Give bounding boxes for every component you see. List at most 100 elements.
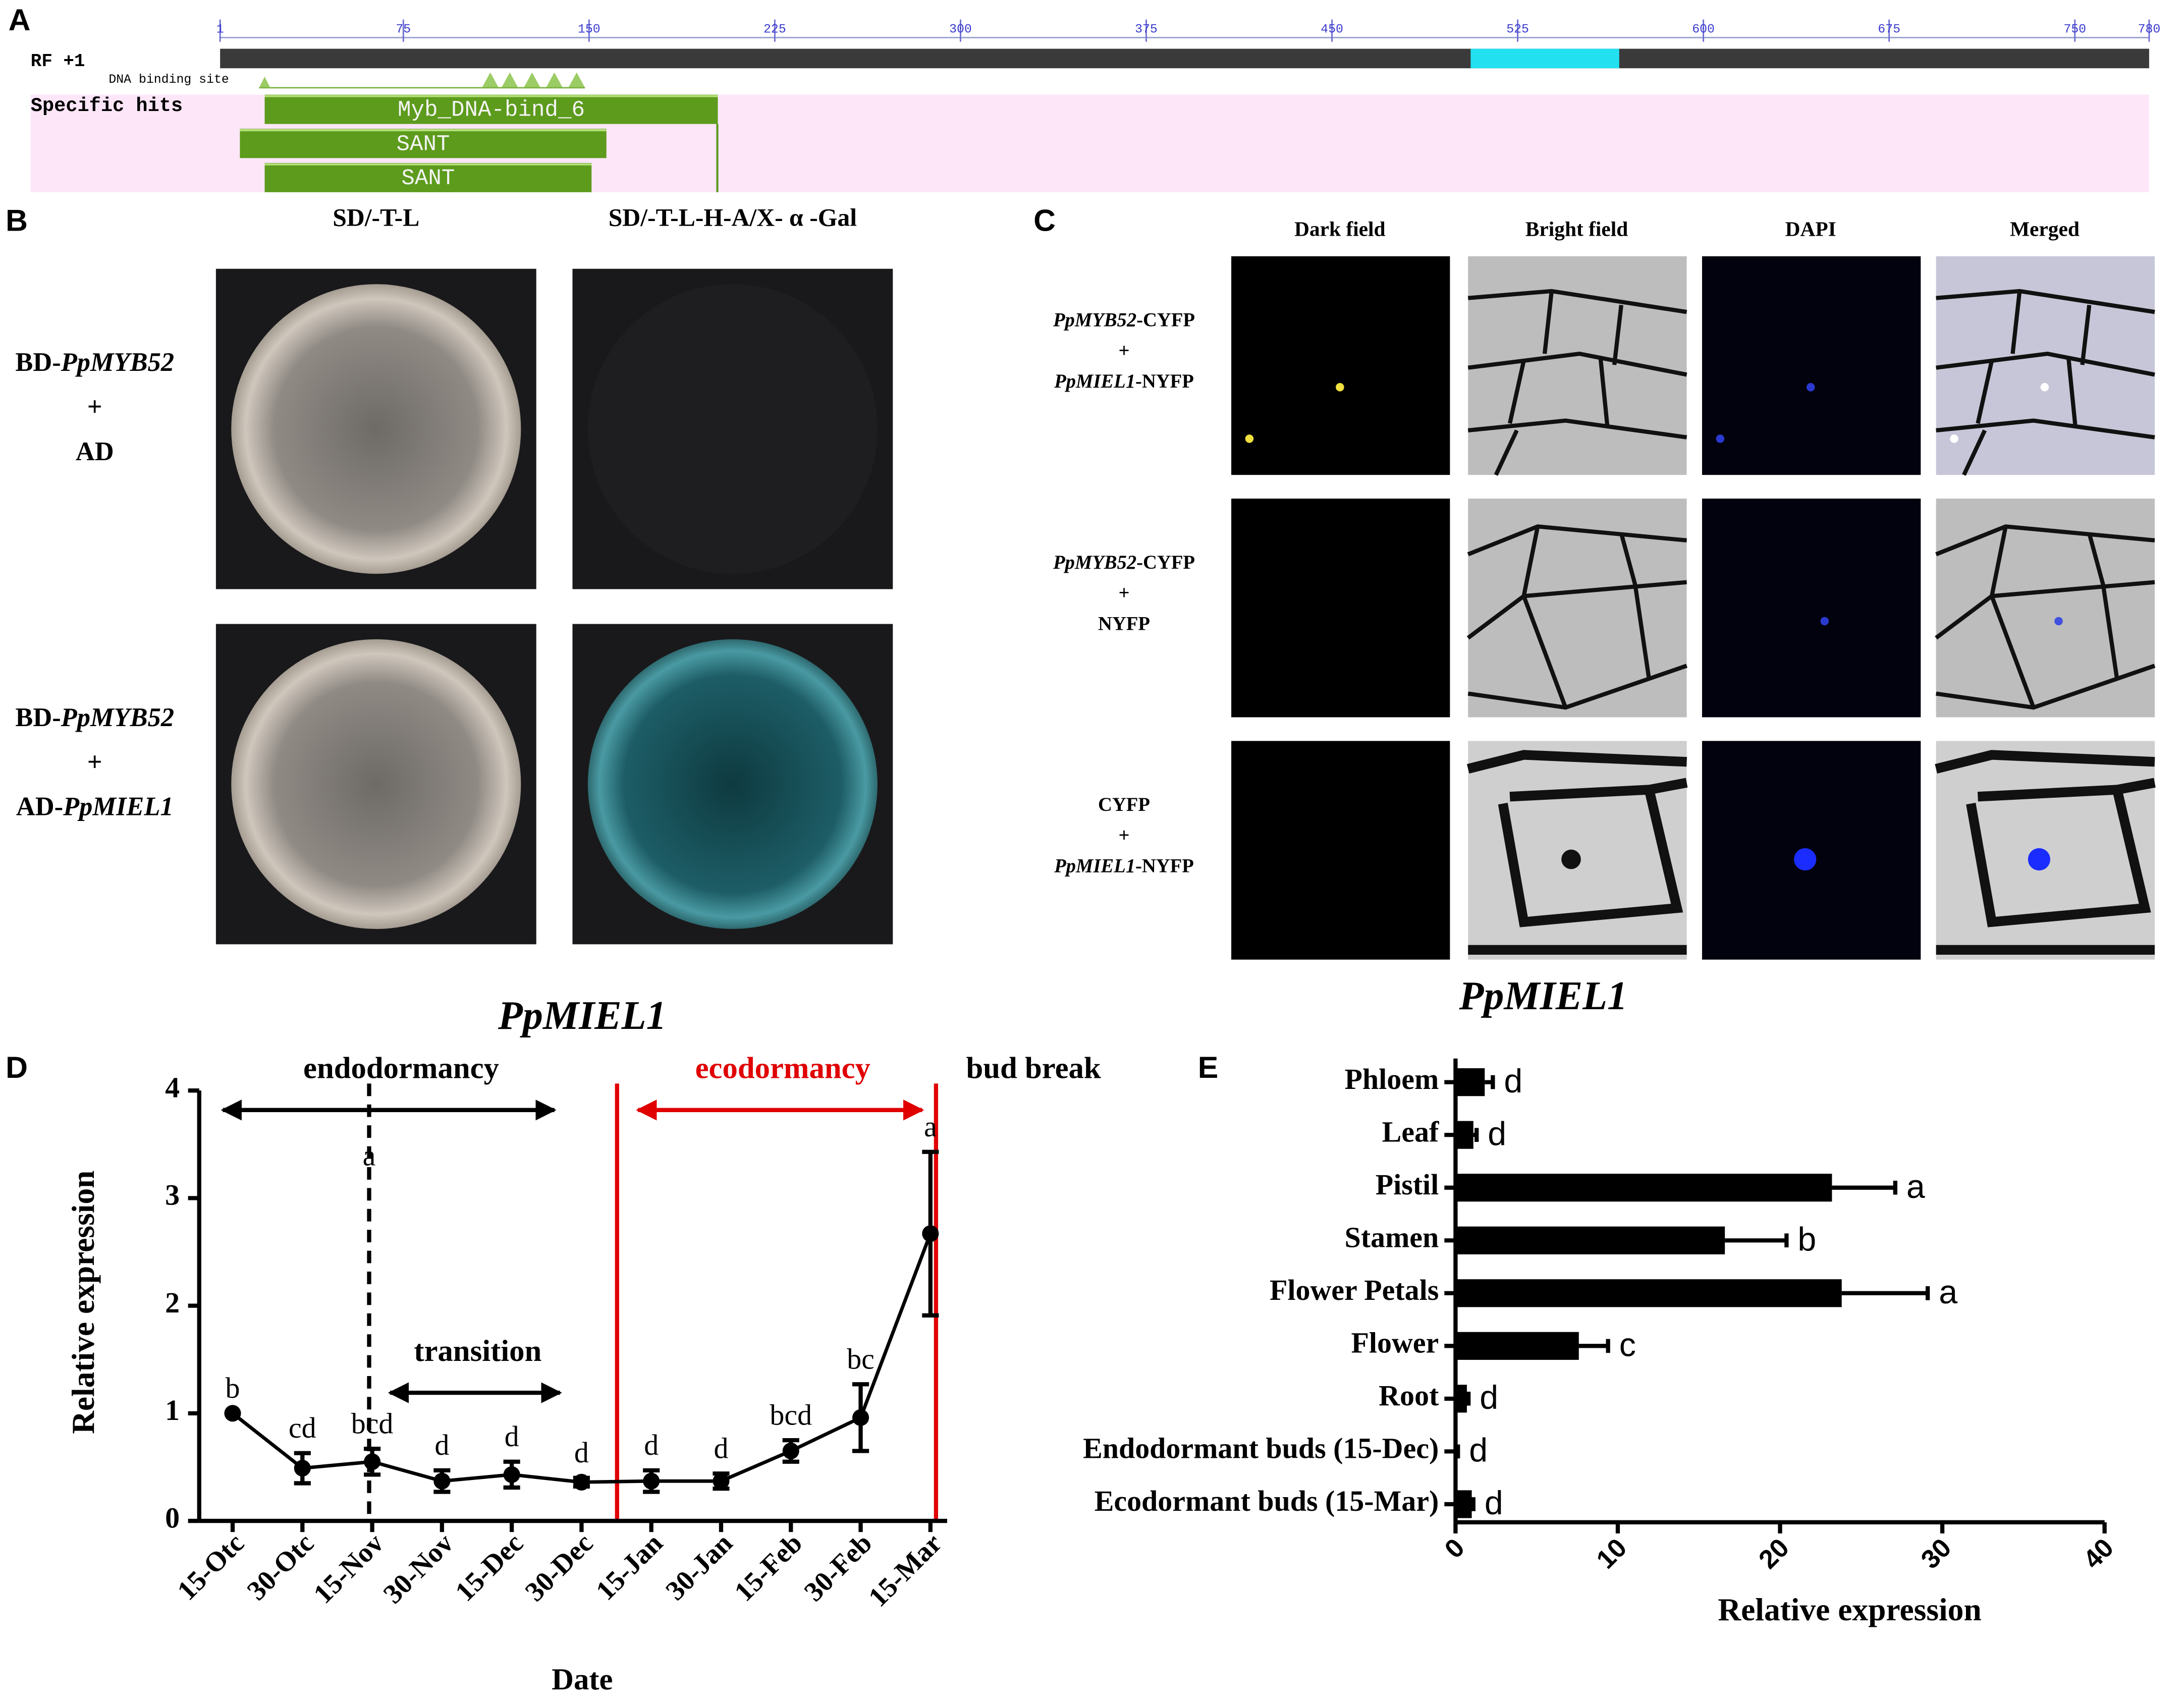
ruler-tick-label: 450 <box>1321 23 1343 37</box>
colony <box>231 639 521 929</box>
data-point <box>643 1472 660 1490</box>
bar <box>1455 1332 1579 1360</box>
significance-letter: b <box>1797 1221 1816 1258</box>
text-segment: BD- <box>15 348 61 377</box>
hit-domain <box>264 162 592 192</box>
ruler-tick-label: 600 <box>1692 23 1715 37</box>
ruler-tick-label: 225 <box>763 23 786 37</box>
significance-letter: b <box>226 1372 240 1404</box>
colony <box>231 284 521 574</box>
significance-letter: d <box>644 1429 659 1461</box>
site-label: DNA binding site <box>108 73 229 87</box>
error-bar <box>1473 1128 1479 1142</box>
data-point <box>433 1472 451 1490</box>
text-segment: PpMYB52 <box>61 348 174 377</box>
text-segment: -CYFP <box>1136 552 1195 573</box>
text-segment: + <box>1118 582 1129 604</box>
x-tick-label: 15-Feb <box>728 1527 808 1607</box>
text-segment: + <box>1118 340 1129 361</box>
dark-field-image <box>1231 499 1450 718</box>
nucleus <box>1336 383 1344 392</box>
data-point <box>782 1442 799 1460</box>
nucleus <box>1561 849 1581 869</box>
y-tick-label: Phloem <box>1345 1063 1439 1095</box>
row-label-line: PpMYB52-CYFP <box>1053 552 1195 573</box>
bar <box>1455 1385 1467 1413</box>
significance-letter: d <box>1488 1115 1506 1153</box>
y-tick-label: Stamen <box>1345 1221 1439 1254</box>
dapi-image <box>1702 499 1921 718</box>
hit-domain <box>264 94 718 124</box>
y-tick-label: Flower Petals <box>1270 1274 1439 1306</box>
significance-letter: c <box>1619 1327 1636 1364</box>
ruler-tick-label: 750 <box>2063 23 2086 37</box>
row-label-line: BD-PpMYB52 <box>15 703 174 732</box>
x-tick-label: 30-Dec <box>519 1527 598 1607</box>
significance-letter: a <box>924 1110 937 1143</box>
error-bar <box>1578 1339 1610 1353</box>
x-tick-label: 15-Dec <box>449 1527 529 1607</box>
x-tick-label: 30 <box>1916 1533 1957 1574</box>
row-label-line: PpMIEL1-NYFP <box>1054 371 1194 392</box>
y-tick-label: Root <box>1379 1379 1439 1412</box>
row-label-line: CYFP <box>1098 794 1150 815</box>
cell-outline <box>1935 524 2156 710</box>
significance-letter: d <box>1469 1432 1488 1469</box>
error-bar <box>1456 1444 1460 1459</box>
column-header: DAPI <box>1785 217 1836 241</box>
cell-outline <box>1466 524 1687 710</box>
text-segment: + <box>87 393 102 422</box>
y-axis-label: Relative expression <box>65 1171 101 1434</box>
significance-letter: d <box>574 1436 589 1469</box>
nucleus <box>1820 617 1829 626</box>
panel-label: E <box>1198 1050 1219 1084</box>
y-tick-label: Ecodormant buds (15-Mar) <box>1095 1485 1439 1517</box>
nucleus <box>1794 848 1817 871</box>
annotation: bud break <box>966 1051 1101 1085</box>
text-segment: BD- <box>15 703 61 732</box>
annotation: a <box>363 1139 376 1172</box>
sequence-bar <box>220 48 2149 69</box>
row-label-line: PpMYB52-CYFP <box>1053 309 1195 331</box>
row-label-line: AD <box>76 437 114 466</box>
row-label-line: + <box>87 393 102 422</box>
dark-field-image <box>1231 256 1450 475</box>
data-point <box>364 1453 381 1470</box>
x-tick-label: 40 <box>2078 1533 2119 1574</box>
x-tick-label: 0 <box>1439 1533 1470 1564</box>
bar <box>1455 1121 1473 1149</box>
track-label: RF +1 <box>31 51 85 72</box>
row-label-line: + <box>87 747 102 777</box>
y-tick-label: 4 <box>165 1071 180 1104</box>
row-label-line: + <box>1118 825 1129 846</box>
column-header: Merged <box>2010 217 2080 241</box>
x-tick-label: 30-Nov <box>377 1527 460 1610</box>
error-bar <box>1841 1286 1930 1300</box>
y-tick-label: 1 <box>165 1394 180 1427</box>
error-bar <box>1725 1233 1789 1248</box>
binding-site-markers <box>259 72 585 88</box>
row-label-line: PpMIEL1-NYFP <box>1054 855 1194 876</box>
text-segment: CYFP <box>1098 794 1150 815</box>
x-tick-label: 30-Feb <box>798 1527 878 1607</box>
error-bar <box>1471 1497 1476 1511</box>
column-header: SD/-T-L-H-A/X- α -Gal <box>609 204 857 232</box>
significance-letter: d <box>505 1420 519 1453</box>
y-tick-label: 0 <box>165 1501 180 1534</box>
data-point <box>294 1460 311 1477</box>
hit-name: Myb_DNA-bind_6 <box>398 98 585 123</box>
text-segment: PpMYB52 <box>61 703 174 732</box>
bright-field-image <box>1468 741 1687 960</box>
text-segment: PpMIEL1 <box>1054 371 1135 392</box>
x-tick-label: 15-Jan <box>590 1527 669 1606</box>
row-label-line: NYFP <box>1098 613 1150 634</box>
chart-title: PpMIEL1 <box>498 994 667 1038</box>
column-header: Dark field <box>1294 217 1386 241</box>
highlight-region <box>1470 48 1619 69</box>
data-point <box>573 1473 590 1491</box>
bar <box>1455 1226 1725 1254</box>
y-tick-label: 2 <box>165 1286 180 1319</box>
hit-domain <box>240 129 607 158</box>
